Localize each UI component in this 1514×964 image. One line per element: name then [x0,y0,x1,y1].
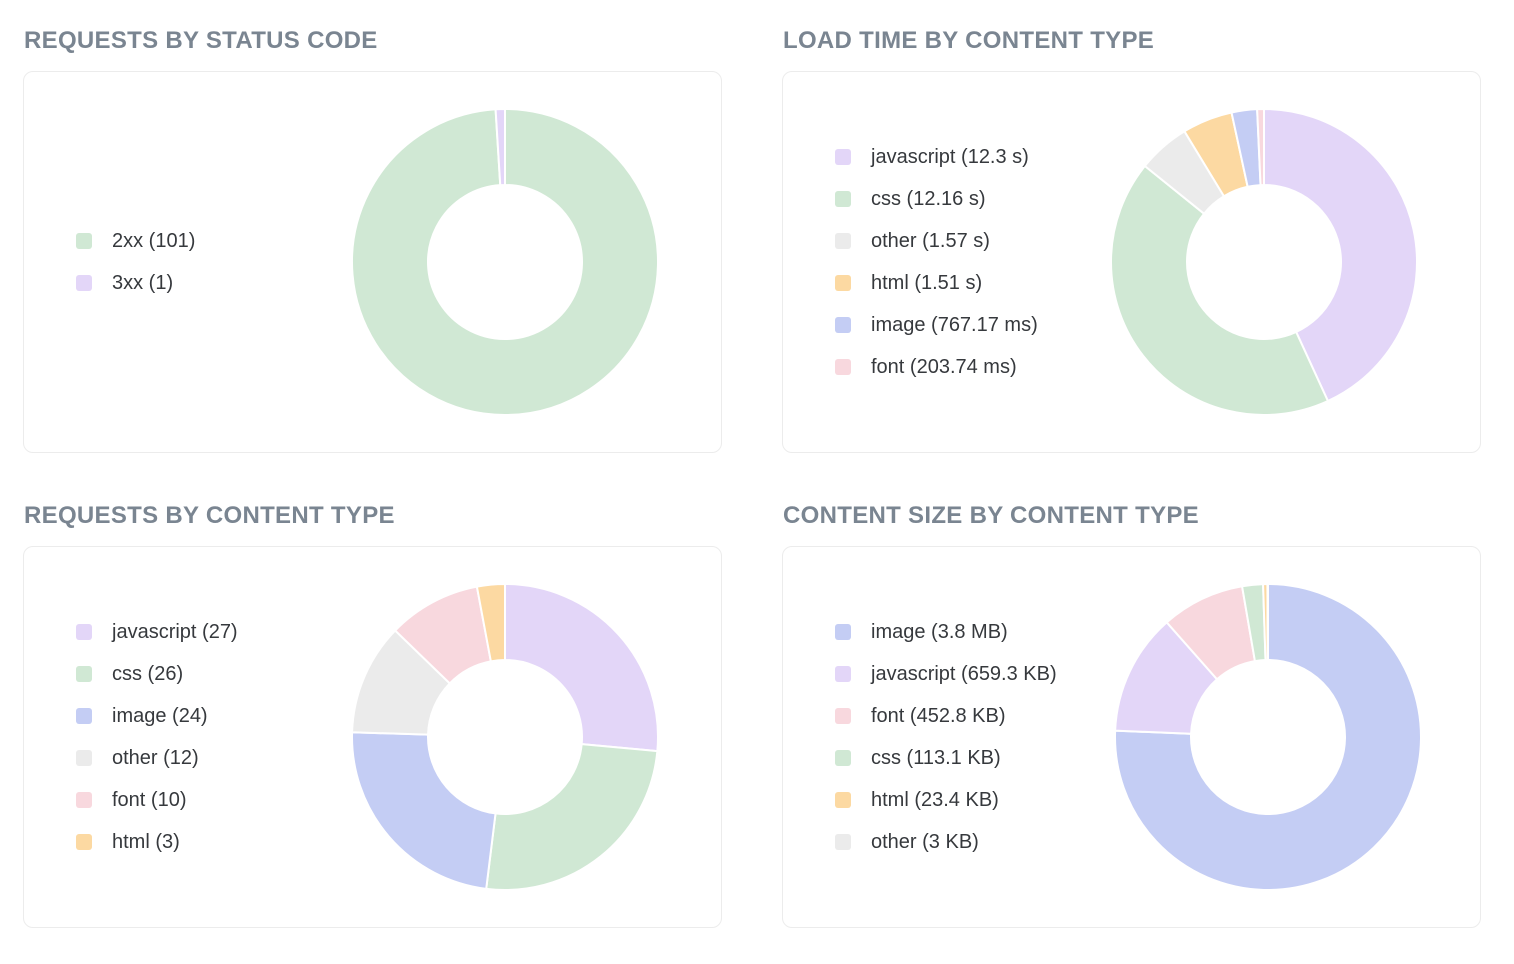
legend-label: html (3) [112,830,180,853]
legend-item-image[interactable]: image (3.8 MB) [835,619,1057,645]
chart-area [289,547,721,927]
donut-slice-2xx[interactable] [350,107,659,416]
legend-label: 3xx (1) [112,271,174,294]
donut-slice-image[interactable] [350,731,497,890]
legend-item-other[interactable]: other (12) [76,745,289,771]
donut-slice-font[interactable] [1256,107,1265,187]
donut-slice-javascript[interactable] [503,582,659,753]
chart-area [289,72,721,452]
legend-item-javascript[interactable]: javascript (659.3 KB) [835,661,1057,687]
legend-item-javascript[interactable]: javascript (12.3 s) [835,144,1048,170]
donut-slice-html[interactable] [475,582,506,663]
chart-card-content-size-by-content-type: image (3.8 MB) javascript (659.3 KB) font … [782,546,1481,928]
legend-swatch-orange [835,275,851,291]
legend-label: font (452.8 KB) [871,704,1006,727]
donut-slice-3xx[interactable] [494,107,506,187]
legend-item-html[interactable]: html (23.4 KB) [835,787,1057,813]
legend-item-other[interactable]: other (1.57 s) [835,228,1048,254]
legend-swatch-purple [835,666,851,682]
legend-swatch-gray [76,750,92,766]
legend-swatch-pink [835,359,851,375]
legend-label: html (23.4 KB) [871,788,999,811]
legend-label: javascript (659.3 KB) [871,662,1057,685]
legend-swatch-blue [76,708,92,724]
donut-chart-load-time-by-content-type [1109,107,1418,416]
legend-item-font[interactable]: font (203.74 ms) [835,354,1048,380]
donut-slice-css[interactable] [485,743,659,891]
legend-swatch-green [76,233,92,249]
legend-label: javascript (27) [112,620,238,643]
charts-dashboard: REQUESTS BY STATUS CODE 2xx (101) 3xx (1)… [23,0,1481,928]
chart-title-requests-by-content-type: REQUESTS BY CONTENT TYPE [24,502,395,529]
chart-title-requests-by-status-code: REQUESTS BY STATUS CODE [24,27,378,54]
legend-load-time-by-content-type: javascript (12.3 s) css (12.16 s) other (1… [783,144,1048,380]
legend-item-css[interactable]: css (26) [76,661,289,687]
chart-card-requests-by-status-code: 2xx (101) 3xx (1) [23,71,722,453]
legend-swatch-blue [835,624,851,640]
legend-swatch-blue [835,317,851,333]
legend-swatch-gray [835,233,851,249]
legend-item-javascript[interactable]: javascript (27) [76,619,289,645]
donut-chart-content-size-by-content-type [1114,582,1423,891]
section-content-size-by-content-type: CONTENT SIZE BY CONTENT TYPE image (3.8 … [782,475,1481,928]
legend-swatch-orange [76,834,92,850]
legend-item-font[interactable]: font (10) [76,787,289,813]
donut-slice-image[interactable] [1114,582,1423,891]
legend-item-image[interactable]: image (767.17 ms) [835,312,1048,338]
legend-label: image (24) [112,704,208,727]
legend-swatch-green [835,191,851,207]
donut-chart-requests-by-content-type [350,582,659,891]
legend-item-3xx[interactable]: 3xx (1) [76,270,289,296]
legend-item-html[interactable]: html (1.51 s) [835,270,1048,296]
section-requests-by-content-type: REQUESTS BY CONTENT TYPE javascript (27)… [23,475,722,928]
legend-item-image[interactable]: image (24) [76,703,289,729]
donut-chart-requests-by-status-code [350,107,659,416]
legend-swatch-pink [835,708,851,724]
legend-label: html (1.51 s) [871,271,983,294]
legend-label: css (12.16 s) [871,187,986,210]
legend-swatch-purple [835,149,851,165]
legend-label: image (767.17 ms) [871,313,1038,336]
legend-item-css[interactable]: css (113.1 KB) [835,745,1057,771]
section-load-time-by-content-type: LOAD TIME BY CONTENT TYPE javascript (12… [782,0,1481,453]
chart-card-requests-by-content-type: javascript (27) css (26) image (24) other (… [23,546,722,928]
legend-content-size-by-content-type: image (3.8 MB) javascript (659.3 KB) font … [783,619,1057,855]
donut-slice-css[interactable] [1109,164,1330,416]
legend-swatch-gray [835,834,851,850]
legend-swatch-orange [835,792,851,808]
legend-label: image (3.8 MB) [871,620,1008,643]
legend-label: css (26) [112,662,184,685]
legend-item-other[interactable]: other (3 KB) [835,829,1057,855]
legend-label: font (203.74 ms) [871,355,1017,378]
legend-swatch-green [76,666,92,682]
legend-label: css (113.1 KB) [871,746,1001,769]
donut-slice-javascript[interactable] [1262,107,1418,403]
legend-item-css[interactable]: css (12.16 s) [835,186,1048,212]
legend-label: other (12) [112,746,199,769]
legend-label: other (1.57 s) [871,229,990,252]
legend-swatch-green [835,750,851,766]
legend-label: 2xx (101) [112,229,196,252]
legend-item-font[interactable]: font (452.8 KB) [835,703,1057,729]
section-requests-by-status-code: REQUESTS BY STATUS CODE 2xx (101) 3xx (1) [23,0,722,453]
chart-card-load-time-by-content-type: javascript (12.3 s) css (12.16 s) other (1… [782,71,1481,453]
legend-label: other (3 KB) [871,830,979,853]
chart-title-load-time-by-content-type: LOAD TIME BY CONTENT TYPE [783,27,1155,54]
chart-area [1048,72,1480,452]
legend-label: font (10) [112,788,187,811]
legend-swatch-purple [76,624,92,640]
legend-requests-by-status-code: 2xx (101) 3xx (1) [24,228,289,296]
legend-swatch-purple [76,275,92,291]
donut-slice-other[interactable] [1266,582,1270,662]
legend-label: javascript (12.3 s) [871,145,1029,168]
legend-item-2xx[interactable]: 2xx (101) [76,228,289,254]
legend-swatch-pink [76,792,92,808]
legend-item-html[interactable]: html (3) [76,829,289,855]
legend-requests-by-content-type: javascript (27) css (26) image (24) other (… [24,619,289,855]
chart-area [1057,547,1480,927]
chart-title-content-size-by-content-type: CONTENT SIZE BY CONTENT TYPE [783,502,1199,529]
